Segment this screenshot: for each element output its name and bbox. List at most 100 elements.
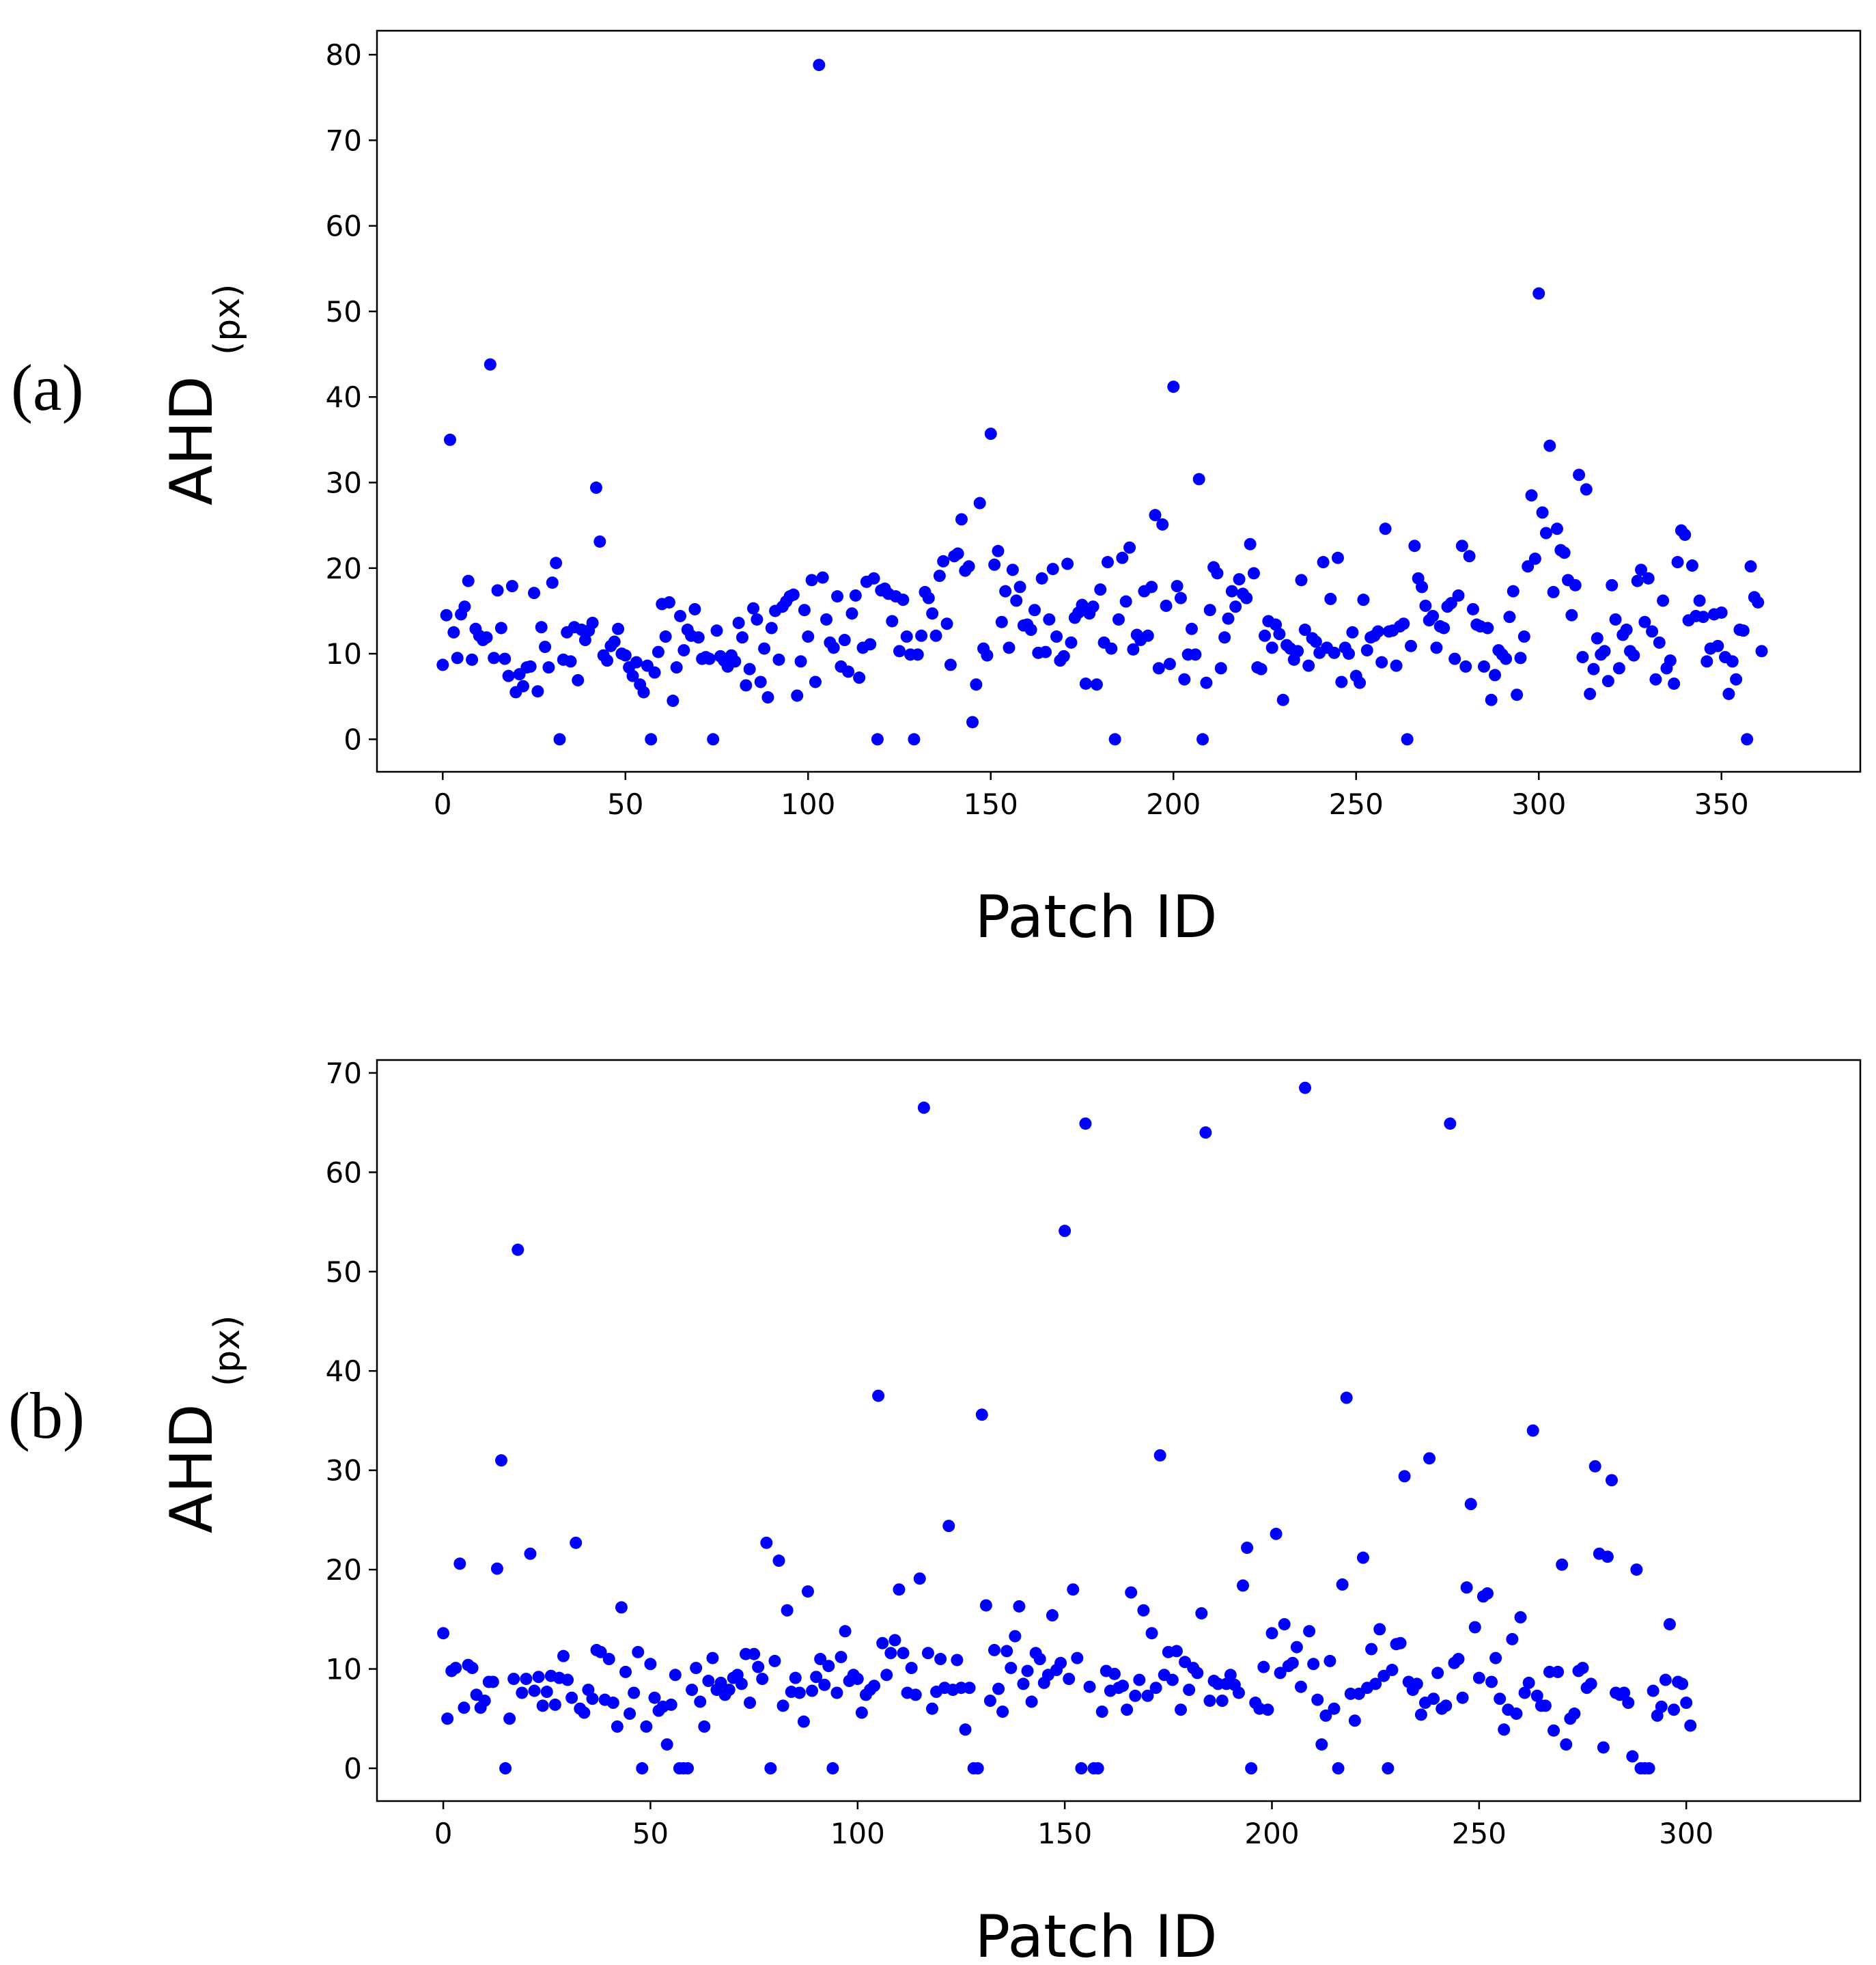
panel-b-data-point — [1278, 1618, 1291, 1631]
panel-a-data-points — [436, 59, 1768, 746]
panel-b-data-point — [1680, 1697, 1693, 1710]
panel-a-data-point — [572, 673, 585, 686]
panel-a-data-point — [1119, 595, 1132, 608]
panel-b-data-point — [1552, 1665, 1565, 1678]
panel-b-data-point — [921, 1647, 934, 1660]
panel-a-data-point — [867, 572, 880, 585]
panel-b-data-point — [1332, 1762, 1345, 1775]
panel-a-data-point — [929, 629, 942, 642]
panel-a-data-point — [809, 675, 822, 688]
panel-b-data-point — [1241, 1542, 1254, 1555]
panel-a-data-point — [1685, 559, 1698, 572]
panel-a-x-tick-label: 200 — [1146, 788, 1201, 821]
panel-a-data-point — [1291, 645, 1304, 658]
panel-a-data-point — [1203, 604, 1216, 617]
panel-b-data-point — [801, 1585, 814, 1598]
panel-a-data-point — [667, 695, 680, 708]
panel-b-data-point — [594, 1645, 607, 1658]
panel-b-y-tick-label: 10 — [326, 1653, 362, 1686]
panel-a-data-point — [1649, 673, 1662, 686]
panel-a-data-point — [1584, 687, 1597, 700]
panel-b-data-point — [764, 1762, 777, 1775]
panel-b-data-point — [1265, 1627, 1278, 1640]
panel-a-data-point — [970, 678, 983, 691]
panel-a-data-point — [816, 571, 829, 584]
panel-a-data-point — [1752, 596, 1765, 609]
panel-b-data-point — [1626, 1750, 1639, 1763]
panel-a-y-tick-label: 60 — [326, 210, 362, 243]
panel-b-data-point — [520, 1673, 533, 1686]
panel-b-data-point — [524, 1547, 537, 1560]
panel-a-data-point — [662, 596, 675, 609]
panel-a-data-point — [813, 59, 826, 72]
panel-b-data-point — [1655, 1700, 1668, 1713]
panel-a-data-point — [944, 658, 957, 671]
panel-a-data-point — [1043, 613, 1056, 626]
panel-b-data-point — [909, 1688, 922, 1701]
panel-a-data-point — [1419, 599, 1432, 612]
panel-b-data-point — [1091, 1762, 1104, 1775]
panel-a-data-point — [1360, 644, 1373, 657]
panel-b-data-point — [466, 1662, 479, 1675]
panel-a-data-point — [1094, 583, 1107, 596]
panel-a-data-point — [1225, 585, 1238, 598]
panel-b-data-point — [1647, 1684, 1660, 1697]
panel-b-data-point — [988, 1643, 1000, 1656]
panel-b-data-point — [632, 1645, 645, 1658]
panel-a-data-point — [871, 733, 884, 746]
panel-a-data-point — [1039, 645, 1052, 658]
panel-b-data-point — [1257, 1660, 1270, 1673]
panel-a-data-point — [1500, 652, 1513, 665]
panel-b-data-point — [702, 1675, 715, 1688]
panel-b-x-tick-label: 250 — [1452, 1817, 1507, 1850]
panel-b-data-point — [1605, 1474, 1618, 1487]
panel-b-data-point — [1460, 1581, 1473, 1594]
panel-b-data-point — [1526, 1424, 1539, 1437]
panel-a-x-tick-label: 0 — [434, 788, 452, 821]
panel-a-data-point — [1466, 602, 1479, 615]
panel-a-data-point — [553, 733, 566, 746]
panel-b-data-point — [776, 1699, 789, 1712]
panel-b-data-point — [1095, 1705, 1108, 1718]
panel-a-data-point — [820, 613, 833, 626]
panel-b-data-point — [1303, 1625, 1316, 1638]
panel-b-data-point — [1373, 1623, 1386, 1636]
panel-b-y-axis-title: AHD — [158, 1404, 226, 1533]
panel-b-data-point — [1472, 1671, 1485, 1684]
panel-b-data-point — [664, 1698, 677, 1711]
panel-b-y-tick-label: 70 — [326, 1057, 362, 1090]
panel-a-data-point — [1715, 606, 1728, 619]
panel-a-data-point — [798, 604, 811, 617]
panel-a-data-point — [1298, 624, 1311, 637]
panel-b-data-point — [1270, 1527, 1283, 1540]
panel-b-data-point — [1394, 1636, 1407, 1649]
panel-a-data-point — [1606, 579, 1619, 591]
panel-a-data-point — [922, 591, 935, 604]
panel-b-data-point — [756, 1673, 769, 1686]
panel-a-label: (a) — [11, 351, 84, 424]
panel-a-data-point — [1737, 624, 1750, 637]
panel-b-data-point — [1274, 1667, 1287, 1680]
panel-b-label: (b) — [8, 1379, 85, 1452]
panel-a-data-point — [853, 671, 866, 684]
panel-a-data-point — [630, 656, 643, 669]
panel-b-data-point — [1166, 1673, 1179, 1686]
panel-a-data-point — [1427, 609, 1440, 622]
panel-a-data-point — [1397, 617, 1410, 630]
panel-b-data-point — [1145, 1627, 1158, 1640]
panel-b-data-point — [453, 1557, 466, 1570]
panel-a-x-tick-label: 250 — [1329, 788, 1384, 821]
panel-a-data-point — [1627, 649, 1640, 662]
panel-a-y-tick-label: 50 — [326, 295, 362, 329]
panel-a-data-point — [1744, 560, 1757, 573]
panel-b-data-point — [1129, 1689, 1142, 1702]
panel-a-data-point — [751, 613, 764, 626]
panel-a-data-point — [710, 624, 723, 637]
panel-a-data-point — [1331, 551, 1344, 564]
panel-a-data-point — [593, 535, 606, 548]
panel-b-y-tick-label: 0 — [344, 1752, 362, 1785]
panel-b-data-point — [855, 1706, 868, 1719]
panel-a-data-point — [1587, 663, 1600, 675]
panel-a-data-point — [1741, 733, 1754, 746]
